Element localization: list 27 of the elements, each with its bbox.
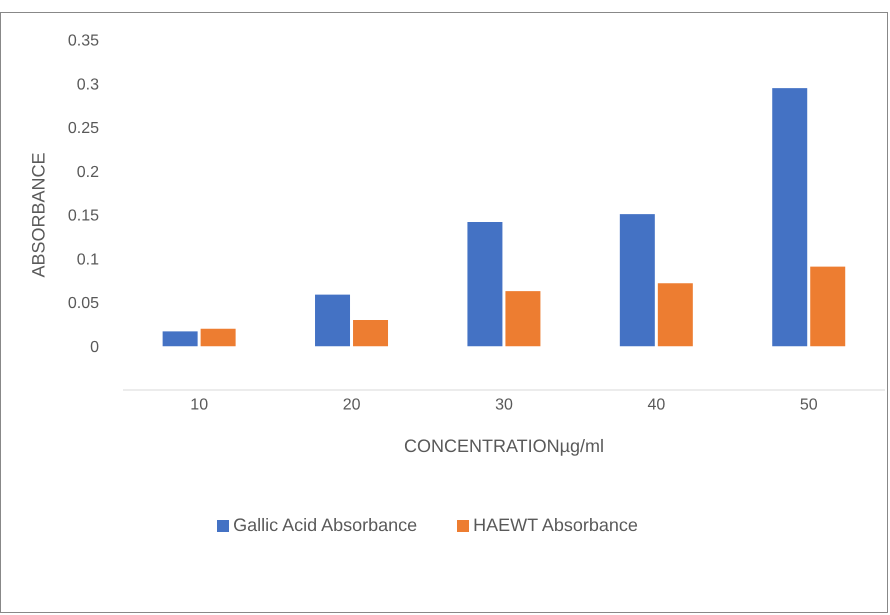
bar (200, 328, 236, 346)
bar (353, 320, 388, 346)
x-tick-label: 50 (800, 396, 818, 414)
y-tick-label: 0.3 (76, 76, 100, 94)
legend-label: HAEWT Absorbance (473, 515, 638, 535)
y-tick-label: 0.2 (76, 164, 100, 181)
legend-label: Gallic Acid Absorbance (233, 515, 418, 535)
bar (658, 283, 693, 346)
y-tick-label: 0.25 (68, 120, 100, 138)
bar (162, 331, 198, 346)
y-tick-label: 0.1 (76, 251, 100, 268)
bar (772, 88, 808, 346)
y-tick-label: 0 (90, 338, 100, 356)
x-tick-label: 30 (495, 396, 513, 414)
x-tick-label: 10 (190, 396, 208, 414)
bar (620, 214, 655, 346)
y-tick-label: 0.35 (68, 32, 100, 50)
bar (505, 291, 540, 346)
x-tick-label: 20 (342, 396, 361, 414)
bar (315, 294, 350, 346)
x-tick-label: 40 (648, 396, 666, 414)
bar (467, 222, 502, 346)
y-tick-label: 0.05 (68, 295, 100, 312)
y-axis-title: ABSORBANCE (28, 152, 48, 278)
bar (810, 266, 846, 346)
y-tick-label: 0.15 (68, 208, 100, 225)
x-axis-title: CONCENTRATIONµg/ml (404, 436, 604, 456)
